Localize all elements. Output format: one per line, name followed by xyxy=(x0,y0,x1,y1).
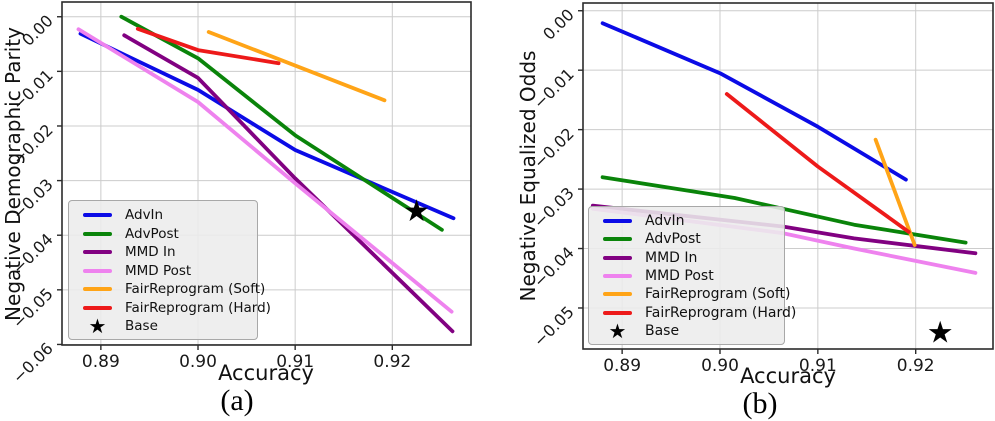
legend-label-advin: AdvIn xyxy=(645,213,685,229)
legend-item: AdvPost xyxy=(595,230,780,248)
legend-item: ★ Base xyxy=(595,318,780,343)
legend-swatch-advpost xyxy=(603,237,632,242)
legend-a: AdvIn AdvPost MMD In MMD Post FairReprog… xyxy=(68,200,271,340)
legend-label-fairreprogram-hard: FairReprogram (Hard) xyxy=(125,299,271,316)
legend-swatch-advpost xyxy=(83,231,112,236)
marker-star-base: ★ xyxy=(403,194,430,229)
subfigure-caption-b: (b) xyxy=(742,387,778,420)
y-axis-label-a: Negative Demographic Parity xyxy=(1,26,25,321)
y-tick-label: 0.00 xyxy=(539,5,578,44)
legend-label-advpost: AdvPost xyxy=(645,231,701,248)
x-tick-label: 0.91 xyxy=(276,352,314,372)
series-line-advpost xyxy=(119,14,444,232)
plot-area-a: ★0.89 0.90 0.91 0.920.00−0.01−0.02−0.03−0.0… xyxy=(9,1,472,387)
chart-a: ★ 0.89 0.90 0.91 0.92 0.00 −0.01 −0.02 −0.03 −0.0… xyxy=(1,1,472,417)
y-tick-label: −0.06 xyxy=(9,339,57,387)
axis-spine xyxy=(582,2,994,350)
x-tick-label: 0.90 xyxy=(701,356,739,376)
legend-swatch-fairreprogram-hard xyxy=(603,310,632,315)
series-line-fairreprogram-soft xyxy=(873,137,917,247)
x-axis-label-b: Accuracy xyxy=(740,364,836,388)
legend-swatch-mmd-in xyxy=(83,250,112,254)
legend-swatch-advin xyxy=(83,213,112,217)
legend-item: FairReprogram (Hard) xyxy=(75,299,271,317)
x-tick-label: 0.91 xyxy=(799,356,837,376)
legend-item: AdvIn xyxy=(595,212,780,230)
legend-label-mmd-post: MMD Post xyxy=(125,262,192,279)
x-tick-label: 0.90 xyxy=(179,352,217,372)
legend-swatch-advin xyxy=(603,219,632,223)
legend-label-base: Base xyxy=(125,318,158,334)
legend-item: MMD In xyxy=(595,249,780,267)
legend-swatch-base: ★ xyxy=(88,314,107,338)
series-line-mmd-post xyxy=(76,27,454,314)
y-axis-label-b: Negative Equalized Odds xyxy=(516,50,540,302)
subfigure-caption-a: (a) xyxy=(220,384,254,417)
legend-item: MMD Post xyxy=(595,267,780,285)
x-tick-label: 0.92 xyxy=(373,352,411,372)
x-tick-label: 0.89 xyxy=(82,352,120,372)
x-axis-label-a: Accuracy xyxy=(218,361,314,385)
legend-swatch-fairreprogram-soft xyxy=(83,287,112,291)
legend-label-advin: AdvIn xyxy=(125,207,164,223)
legend-item: ★ Base xyxy=(75,314,253,338)
legend-swatch-fairreprogram-hard xyxy=(83,305,112,310)
legend-item: MMD Post xyxy=(75,262,253,280)
legend-label-base: Base xyxy=(645,322,680,339)
legend-item: FairReprogram (Hard) xyxy=(595,304,796,322)
y-tick-label: −0.05 xyxy=(530,302,578,350)
marker-star-base: ★ xyxy=(927,315,954,350)
legend-label-fairreprogram-hard: FairReprogram (Hard) xyxy=(645,304,797,321)
legend-b: AdvIn AdvPost MMD In MMD Post FairReprog… xyxy=(588,206,796,345)
legend-label-mmd-in: MMD In xyxy=(645,249,698,266)
legend-label-fairreprogram-soft: FairReprogram (Soft) xyxy=(645,286,791,303)
x-tick-label: 0.92 xyxy=(897,356,935,376)
legend-item: FairReprogram (Soft) xyxy=(75,280,265,298)
legend-item: MMD In xyxy=(75,243,253,261)
legend-label-mmd-post: MMD Post xyxy=(645,267,714,284)
series-line-fairreprogram-soft xyxy=(206,30,387,103)
axis-spine xyxy=(61,1,472,346)
series-line-fairreprogram-hard xyxy=(135,26,281,66)
series-line-mmd-in xyxy=(122,33,455,334)
legend-item: AdvPost xyxy=(75,225,253,243)
legend-label-advpost: AdvPost xyxy=(125,225,179,242)
legend-label-fairreprogram-soft: FairReprogram (Soft) xyxy=(125,281,266,297)
legend-swatch-mmd-post xyxy=(83,268,112,273)
legend-item: FairReprogram (Soft) xyxy=(595,285,790,303)
x-tick-label: 0.89 xyxy=(603,356,641,376)
legend-swatch-base: ★ xyxy=(608,318,627,343)
legend-label-mmd-in: MMD In xyxy=(125,244,176,260)
legend-swatch-mmd-post xyxy=(603,273,632,278)
series-line-fairreprogram-hard xyxy=(724,92,911,234)
legend-item: AdvIn xyxy=(75,206,253,224)
legend-swatch-fairreprogram-soft xyxy=(603,292,632,297)
chart-b: ★ 0.89 0.90 0.91 0.92 0.00 −0.01 −0.02 −0.03 −0.0… xyxy=(495,0,995,421)
series-line-advin xyxy=(600,21,908,182)
legend-swatch-mmd-in xyxy=(603,255,632,260)
